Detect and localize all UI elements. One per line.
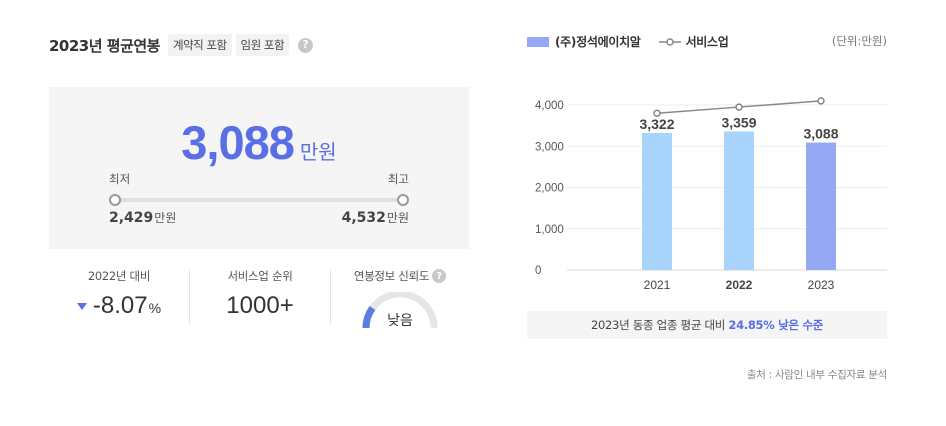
salary-summary-box: 3,088 만원 최저 최고 2,429만원 4,532만원 [49,87,469,249]
stat-divider [330,270,331,325]
bar-2021 [642,132,672,270]
rank-label: 서비스업 순위 [227,269,293,283]
yoy-change-stat: 2022년 대비 -8.07% [49,262,189,328]
title-row: 2023년 평균연봉 계약직 포함 임원 포함 ? [49,34,314,56]
x-tick-label: 2023 [808,278,835,292]
average-salary: 3,088 만원 [49,115,469,170]
gauge-fill [362,305,376,329]
industry-point [735,103,743,111]
min-salary: 2,429만원 [109,209,176,226]
industry-rank-stat: 서비스업 순위 1000+ [190,262,330,328]
industry-legend-line-icon [658,37,681,46]
y-tick-label: 4,000 [535,100,564,112]
average-salary-value: 3,088 [181,116,295,169]
reliability-stat: 연봉정보 신뢰도 ? 낮음 [331,262,469,329]
salary-range-bar [109,194,409,206]
reliability-label-row: 연봉정보 신뢰도 ? [331,268,469,284]
comparison-highlight: 24.85% 낮은 수준 [728,318,823,332]
range-max-handle [397,194,409,206]
min-salary-value: 2,429 [109,210,154,226]
unit-note: (단위:만원) [831,34,887,48]
yoy-label: 2022년 대비 [87,269,151,283]
min-label: 최저 [109,172,131,186]
industry-legend-label: 서비스업 [685,35,729,49]
average-salary-unit: 만원 [299,140,337,164]
company-legend-label: (주)정석에이치알 [555,35,641,49]
y-tick-label: 1,000 [535,224,564,236]
min-salary-unit: 만원 [154,211,177,225]
max-salary-unit: 만원 [386,211,409,225]
salary-bar-chart: 0 1,000 2,000 3,000 4,000 3,322 2021 3,359 2022 3… [535,97,887,292]
executive-included-chip: 임원 포함 [235,34,290,56]
industry-point [653,109,661,117]
reliability-gauge-svg [362,290,438,329]
reliability-label: 연봉정보 신뢰도 [353,269,430,283]
max-salary: 4,532만원 [342,209,409,226]
bar-value-label: 3,088 [803,126,838,142]
down-arrow-icon [76,303,87,311]
reliability-value: 낮음 [387,313,413,329]
page-title: 2023년 평균연봉 [49,36,160,55]
bar-value-label: 3,322 [639,116,674,132]
yoy-percent-sign: % [148,300,162,316]
comparison-note: 2023년 동종 업종 평균 대비 24.85% 낮은 수준 [527,311,887,339]
max-label: 최고 [387,172,409,186]
x-tick-label: 2022 [726,278,753,292]
company-legend-swatch [527,36,549,47]
y-tick-label: 3,000 [535,141,564,153]
bar-2022 [724,131,754,270]
max-salary-value: 4,532 [341,210,386,226]
y-tick-label: 0 [535,265,541,277]
bar-value-label: 3,359 [721,114,756,130]
rank-value: 1000+ [226,292,294,319]
chart-legend: (주)정석에이치알 서비스업 [527,33,729,50]
y-tick-label: 2,000 [535,183,564,195]
yoy-value: -8.07 [92,292,148,319]
comparison-note-text: 2023년 동종 업종 평균 대비 [591,318,729,332]
help-icon[interactable]: ? [298,37,314,53]
x-tick-label: 2021 [644,278,671,292]
stat-divider [189,270,190,325]
contract-included-chip: 계약직 포함 [167,34,232,56]
bar-2023 [806,142,836,270]
industry-point [817,97,825,105]
reliability-help-icon[interactable]: ? [432,269,447,283]
data-source: 출처 : 사람인 내부 수집자료 분석 [746,369,887,381]
range-min-handle [109,194,121,206]
reliability-gauge: 낮음 [360,290,440,332]
yoy-value-row: -8.07% [49,292,189,320]
